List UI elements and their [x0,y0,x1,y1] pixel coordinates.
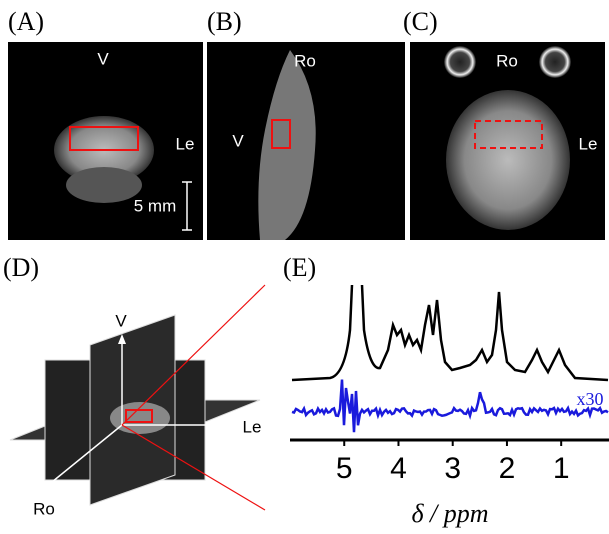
arrow-head [32,489,42,499]
panel-label: (A) [8,7,44,36]
brain [258,50,316,240]
orientation-label: Ro [294,51,316,70]
panel-d: (D) V Le Ro [3,253,266,518]
panel-a: (A) V Le 5 mm [8,7,203,240]
x-tick-label: 1 [553,452,570,485]
orientation-label: Le [243,417,262,436]
axis-arrow [35,424,123,496]
brain [446,90,570,230]
orientation-label: Ro [496,51,518,70]
spectrum-residual [291,379,609,433]
x-tick-label: 3 [444,452,461,485]
connector [121,284,266,426]
panel-b: (B) Ro V [207,7,405,240]
scale-label: 5 mm [134,196,177,215]
panel-label: (B) [207,7,242,36]
arrow-head [224,421,234,429]
x-axis-label: δ / ppm [411,499,488,528]
orientation-label: Ro [33,499,55,518]
eye [539,46,571,78]
scale-label: x30 [577,389,604,409]
panel-e: (E) x30 δ / ppm 5 4 3 2 1 [283,253,609,528]
eye [444,46,476,78]
spectrum-fit [291,284,609,382]
orientation-label: V [115,311,127,330]
orientation-label: V [97,49,109,68]
voxel [69,126,139,151]
panel-label: (E) [283,253,316,282]
voxel [125,409,153,423]
orientation-label: V [232,131,244,150]
orientation-label: Le [176,134,195,153]
brainstem [66,167,142,203]
arrow-head [118,334,126,344]
panel-label: (C) [403,7,438,36]
connector [121,424,266,511]
panel-c: (C) Ro Le [403,7,605,240]
panel-label: (D) [3,253,39,282]
x-tick-label: 4 [390,452,407,485]
orientation-label: Le [579,134,598,153]
voxel [271,119,291,149]
x-tick-label: 2 [499,452,516,485]
voxel [474,120,543,149]
x-tick-label: 5 [336,452,353,485]
